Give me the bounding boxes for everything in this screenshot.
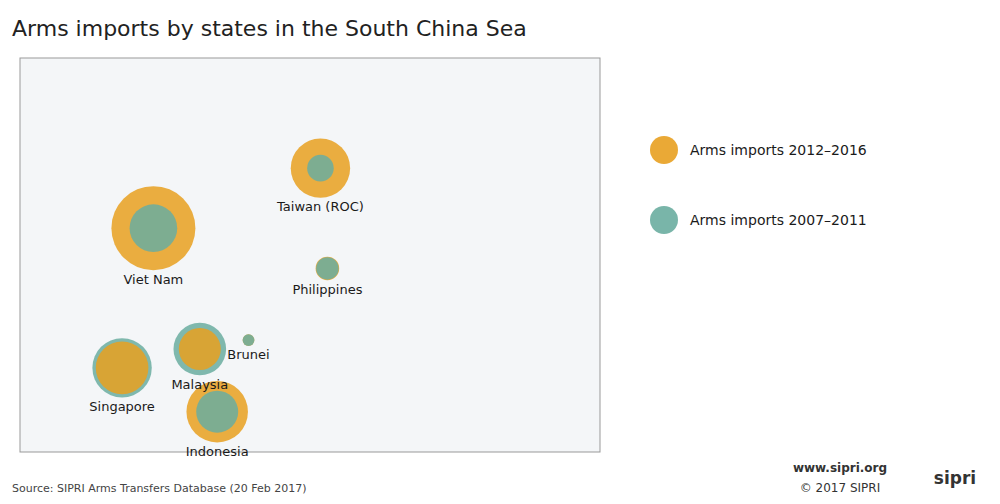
bubble [291, 138, 350, 197]
bubble [243, 334, 255, 346]
legend-item: Arms imports 2007–2011 [650, 206, 867, 234]
country-label: Brunei [227, 347, 269, 362]
country-labels: Taiwan (ROC) Viet Nam Philippines Brunei Mal… [89, 199, 364, 459]
country-label: Philippines [292, 282, 362, 297]
annotation: Source: SIPRI Arms Transfers Database (2… [12, 482, 307, 495]
bubble [111, 186, 195, 270]
bubble [92, 338, 151, 397]
annotation: sipri [934, 468, 976, 488]
country-label: Indonesia [186, 444, 249, 459]
legend-item: Arms imports 2012–2016 [650, 136, 867, 164]
bubble [316, 257, 340, 281]
legend-label: Arms imports 2012–2016 [690, 142, 867, 158]
legend-label: Arms imports 2007–2011 [690, 212, 867, 228]
country-label: Taiwan (ROC) [276, 199, 364, 214]
chart: Arms imports by states in the South Chin… [0, 0, 1000, 504]
country-label: Singapore [89, 399, 155, 414]
bubble [307, 155, 334, 182]
annotation: © 2017 SIPRI [800, 481, 880, 495]
country-label: Viet Nam [123, 272, 183, 287]
annotation: www.sipri.org [793, 461, 887, 475]
bubble [130, 204, 178, 252]
bubble [316, 257, 338, 279]
legend: Arms imports 2012–2016 Arms imports 2007–… [650, 136, 867, 234]
bubble [173, 323, 226, 376]
footer: Source: SIPRI Arms Transfers Database (2… [12, 461, 976, 495]
bubble [96, 342, 149, 395]
bubble [196, 391, 238, 433]
title: Arms imports by states in the South Chin… [12, 16, 527, 41]
bubble [179, 328, 221, 370]
plot-frame [20, 58, 600, 452]
bubble [243, 334, 255, 346]
country-label: Malaysia [171, 377, 228, 392]
legend-swatch [650, 136, 678, 164]
legend-swatch [650, 206, 678, 234]
